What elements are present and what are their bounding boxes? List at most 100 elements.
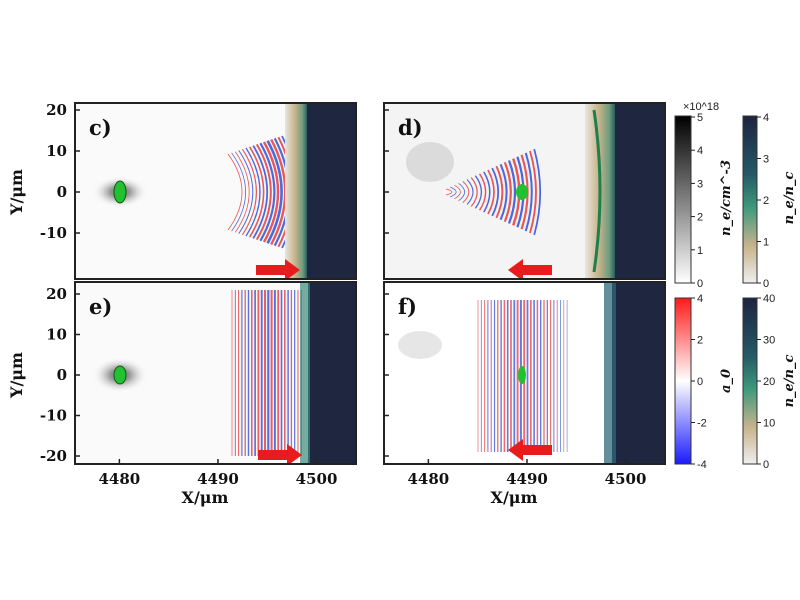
arrow-right-c — [256, 259, 300, 279]
y-tick-label: 20 — [46, 101, 67, 119]
wave-packet-e — [231, 290, 302, 456]
wavefront — [507, 160, 517, 224]
colorbar-density-label: n_e/cm^-3 — [719, 160, 734, 236]
arrow-left-f — [508, 439, 552, 461]
y-tick-label: -10 — [40, 407, 67, 425]
plasma-slab-f — [612, 282, 665, 464]
wavefront — [470, 177, 478, 207]
colorbar-tick-label: 3 — [763, 154, 769, 166]
colorbar-tick-label: 2 — [763, 195, 769, 207]
wavefront — [231, 152, 246, 232]
colorbar-tick-label: 2 — [697, 335, 703, 347]
x-tick-label: 4480 — [407, 470, 449, 488]
plasma-slab-d — [615, 103, 665, 279]
colorbar-plasma-bottom — [742, 297, 758, 465]
wavefront — [524, 152, 533, 232]
colorbar-a0-label: a_0 — [719, 369, 734, 393]
plasma-slab-c — [307, 103, 356, 279]
colorbar-tick-label: 0 — [763, 459, 769, 471]
wave-packet-f — [477, 300, 568, 452]
wavefront — [458, 182, 466, 202]
colorbar-tick-label: 20 — [763, 376, 775, 388]
colorbar-tick-label: -4 — [697, 459, 707, 471]
x-tick-label: 4490 — [197, 470, 239, 488]
x-tick-label: 4490 — [506, 470, 548, 488]
wavefront — [266, 140, 283, 244]
wavefront — [248, 146, 265, 238]
y-tick-label: 10 — [46, 326, 67, 344]
panel-label-f: f) — [398, 294, 417, 319]
wavefront — [262, 141, 280, 243]
y-tick-label: 20 — [46, 285, 67, 303]
wavefront — [234, 151, 250, 233]
colorbar-tick-label: 0 — [697, 376, 703, 388]
wavefront — [454, 184, 461, 200]
y-tick-label: -20 — [40, 447, 67, 465]
y-ticks-top: 20 10 0 -10 — [40, 101, 389, 242]
wavefront — [252, 145, 268, 239]
colorbar-tick-label: 2 — [697, 212, 703, 224]
wavefront — [259, 142, 276, 242]
wavefront — [495, 165, 504, 219]
colorbar-tick-label: 0 — [763, 278, 769, 290]
x-axis-label-right: X/μm — [491, 488, 538, 507]
colorbar-tick-label: 0 — [697, 278, 703, 290]
panel-c — [75, 103, 356, 279]
wavefront — [491, 167, 500, 217]
electron-bunch-d — [516, 184, 528, 200]
y-axis-label-top: Y/μm — [7, 169, 26, 216]
colorbar-density — [674, 115, 692, 284]
wavefront — [238, 150, 254, 234]
x-tick-label: 4480 — [98, 470, 140, 488]
wave-packet-c — [227, 135, 302, 249]
colorbar-plasma-bottom-ticks: 40 30 20 10 0 — [757, 293, 775, 471]
panel-e — [75, 282, 356, 464]
electron-bunch-c — [113, 180, 127, 204]
colorbar-a0-ticks: 4 2 0 -2 -4 — [691, 293, 707, 471]
y-tick-label: 0 — [57, 183, 67, 201]
plasma-line-d — [592, 109, 602, 273]
wavefront — [245, 147, 261, 237]
colorbar-plasma-top — [742, 115, 758, 284]
colorbar-density-exponent: ×10^18 — [683, 101, 719, 113]
x-ticks: 4480 4480 4490 4490 4500 4500 — [98, 459, 646, 488]
wavefront — [474, 175, 483, 209]
colorbar-plasma-top-label: n_e/n_c — [782, 171, 797, 224]
wavefront — [445, 188, 453, 196]
colorbar-tick-label: 10 — [763, 418, 775, 430]
y-axis-label-bottom: Y/μm — [7, 352, 26, 399]
colorbar-tick-label: 4 — [697, 293, 703, 305]
colorbar-density-ticks: 5 4 3 2 1 0 — [691, 112, 703, 290]
colorbar-tick-label: 3 — [697, 178, 703, 190]
wavefront — [533, 148, 542, 236]
y-tick-label: 0 — [57, 366, 67, 384]
y-ticks-bottom: 20 10 0 -10 -20 — [40, 285, 389, 465]
x-axis-label-left: X/μm — [182, 488, 229, 507]
colorbar-tick-label: 1 — [697, 245, 703, 257]
colorbar-tick-label: 5 — [697, 112, 703, 124]
wavefront — [529, 150, 537, 234]
arrow-right-e — [258, 444, 302, 464]
wavefront — [466, 179, 474, 205]
wavefront — [462, 181, 470, 203]
arrow-left-d — [508, 259, 552, 279]
plasma-wall-c — [285, 103, 307, 279]
wavefront — [499, 163, 508, 221]
wavefront — [487, 169, 495, 215]
wavefront — [227, 153, 243, 231]
colorbar-plasma-bottom-label: n_e/n_c — [782, 354, 797, 407]
wavefront — [503, 161, 512, 223]
electron-bunch-e — [113, 365, 127, 385]
panel-d — [384, 103, 665, 279]
panel-label-d: d) — [398, 115, 423, 140]
colorbar-tick-label: 4 — [697, 145, 703, 157]
y-tick-label: -10 — [40, 224, 67, 242]
electron-bunch-f — [518, 366, 526, 384]
colorbar-tick-label: 30 — [763, 335, 775, 347]
x-tick-label: 4500 — [605, 470, 647, 488]
colorbar-tick-label: -2 — [697, 418, 707, 430]
panel-f — [384, 282, 665, 464]
x-tick-label: 4500 — [296, 470, 338, 488]
wavefront — [255, 143, 272, 241]
